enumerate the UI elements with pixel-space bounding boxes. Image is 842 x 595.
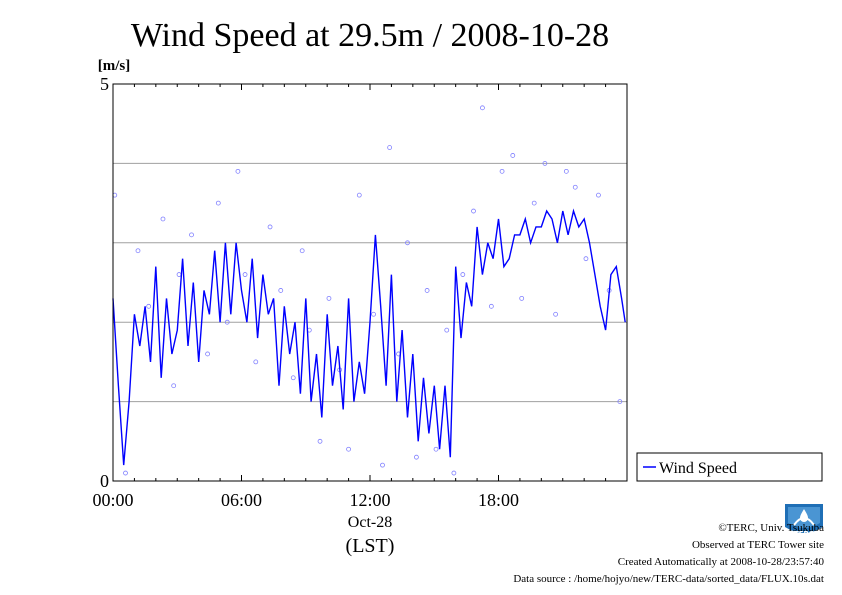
sample-point — [451, 470, 457, 476]
x-tick-label: 12:00 — [349, 490, 390, 510]
sample-point — [553, 311, 559, 317]
sample-point — [519, 295, 525, 301]
footer-source: Data source : /home/hojyo/new/TERC-data/… — [513, 573, 824, 585]
sample-point — [531, 200, 537, 206]
sample-point — [224, 319, 230, 325]
sample-point — [253, 359, 259, 365]
sample-point — [387, 145, 393, 150]
sample-point — [563, 168, 569, 174]
chart-title: Wind Speed at 29.5m / 2008-10-28 — [131, 17, 609, 54]
sample-point — [596, 192, 601, 198]
sample-point — [160, 216, 166, 222]
sample-point — [617, 399, 623, 405]
sample-point — [583, 256, 589, 262]
plot-frame — [112, 83, 628, 482]
x-tick-label: 06:00 — [221, 490, 262, 510]
legend-box — [636, 452, 823, 482]
x-tick-label: 00:00 — [92, 490, 133, 510]
sample-point — [371, 311, 376, 317]
sample-point — [542, 160, 548, 166]
sample-point — [278, 288, 284, 293]
sample-point — [290, 375, 296, 381]
terc-logo: TERC — [784, 503, 824, 539]
sample-point — [405, 240, 410, 246]
sample-point — [510, 153, 516, 158]
sample-point — [326, 295, 332, 301]
sample-point — [205, 351, 210, 357]
sample-point — [480, 105, 485, 111]
sample-point — [414, 454, 419, 460]
sample-point — [242, 272, 248, 277]
series-line-wind-speed — [112, 208, 626, 466]
footer-created: Created Automatically at 2008-10-28/23:5… — [617, 556, 824, 568]
gridlines — [113, 162, 627, 403]
sample-point — [135, 248, 141, 254]
x-timezone-label: (LST) — [346, 535, 395, 557]
sample-point — [471, 208, 476, 214]
y-tick-label: 0 — [100, 471, 109, 491]
sample-point — [444, 327, 450, 333]
sample-point — [433, 446, 439, 452]
sample-point — [299, 248, 305, 254]
x-date-label: Oct-28 — [348, 514, 392, 531]
sample-point — [267, 224, 273, 230]
terc-logo-mark: TERC — [785, 504, 823, 538]
sample-point — [123, 470, 128, 476]
sample-point — [189, 232, 194, 238]
scatter-points — [112, 105, 623, 476]
y-unit-label: [m/s] — [98, 58, 131, 74]
sample-point — [488, 303, 494, 309]
sample-point — [499, 168, 505, 174]
sample-point — [317, 438, 323, 444]
sample-point — [380, 462, 385, 468]
sample-point — [572, 184, 578, 190]
sample-point — [346, 446, 351, 452]
footer-observed: Observed at TERC Tower site — [691, 539, 824, 551]
sample-point — [146, 303, 152, 309]
sample-point — [171, 383, 177, 389]
axes: 0 5 00:00 06:00 12:00 18:00 — [92, 74, 628, 510]
legend-label: Wind Speed — [659, 460, 737, 477]
sample-point — [176, 272, 182, 277]
sample-point — [424, 288, 430, 293]
x-tick-label: 18:00 — [478, 490, 519, 510]
sample-point — [215, 200, 221, 206]
logo-text: TERC — [794, 530, 814, 538]
footer-copyright: ©TERC, Univ. Tsukuba — [718, 522, 824, 534]
sample-point — [460, 272, 466, 277]
sample-point — [356, 192, 362, 198]
y-tick-label: 5 — [100, 74, 109, 94]
sample-point — [235, 168, 241, 174]
legend: Wind Speed — [636, 452, 823, 482]
